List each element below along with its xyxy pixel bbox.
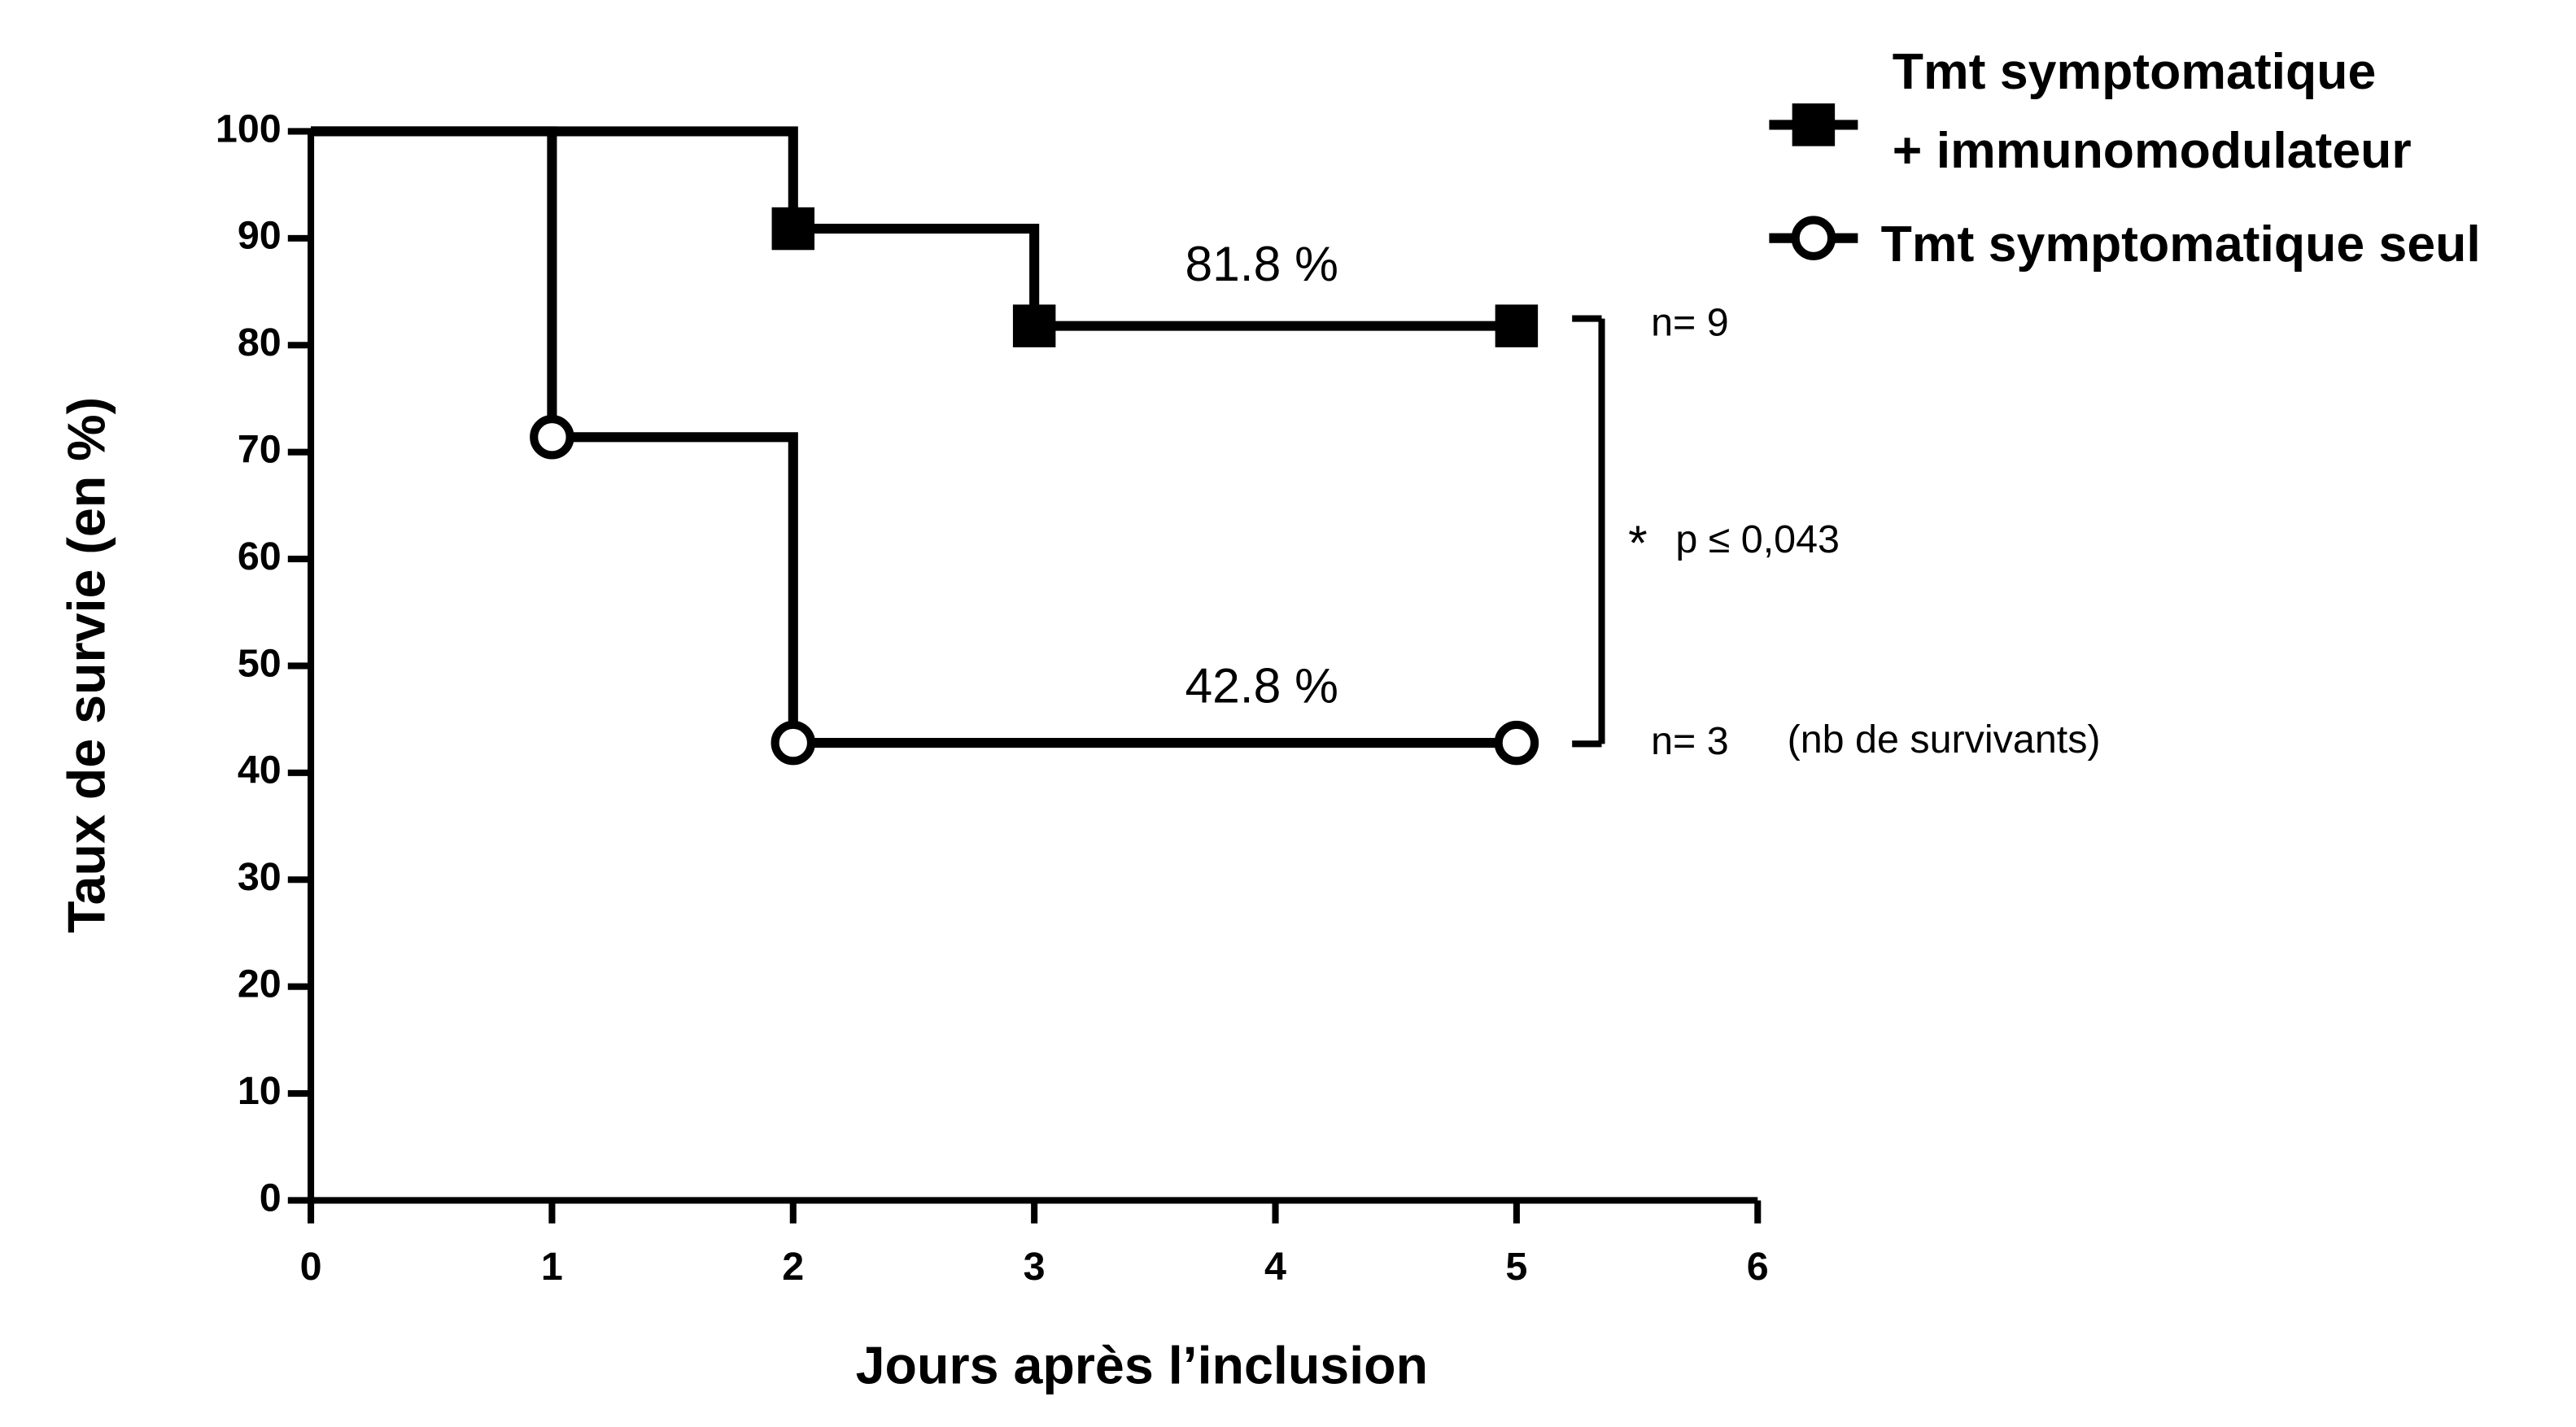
annotation: p ≤ 0,043 — [1675, 517, 1840, 561]
legend-label: Tmt symptomatique seul — [1880, 215, 2481, 273]
data-point — [530, 415, 574, 460]
y-tick-label: 0 — [260, 1176, 282, 1220]
x-tick-label: 4 — [1264, 1245, 1286, 1289]
data-point — [1494, 720, 1539, 766]
y-tick-label: 20 — [238, 962, 282, 1006]
x-axis-label: Jours après l’inclusion — [856, 1336, 1428, 1394]
x-tick-label: 6 — [1747, 1245, 1769, 1289]
significance-bracket — [1572, 315, 1605, 748]
x-tick-label: 2 — [782, 1245, 804, 1289]
y-tick-label: 60 — [238, 535, 282, 578]
annotation: * — [1628, 515, 1648, 570]
annotation: (nb de survivants) — [1788, 718, 2101, 762]
legend-marker — [1792, 103, 1836, 146]
annotation: 42.8 % — [1185, 658, 1338, 714]
step-line — [311, 126, 1517, 748]
annotation: 81.8 % — [1185, 236, 1338, 291]
data-point — [771, 207, 815, 251]
x-tick-label: 0 — [300, 1245, 322, 1289]
y-tick-label: 30 — [238, 855, 282, 899]
x-tick-label: 1 — [541, 1245, 563, 1289]
step-line — [311, 126, 1517, 331]
y-tick-label: 50 — [238, 641, 282, 685]
x-tick-label: 5 — [1505, 1245, 1527, 1289]
x-tick-label: 3 — [1024, 1245, 1046, 1289]
legend-entry: Tmt symptomatique seul — [1880, 215, 2481, 273]
y-tick-label: 10 — [238, 1069, 282, 1113]
y-tick-label: 40 — [238, 748, 282, 792]
y-axis-label: Taux de survie (en %) — [58, 397, 116, 933]
data-point — [771, 720, 816, 766]
annotation: n= 3 — [1651, 719, 1729, 763]
y-tick-label: 70 — [238, 427, 282, 471]
y-tick-label: 80 — [238, 321, 282, 364]
legend-marker — [1791, 216, 1836, 260]
legend-entry: Tmt symptomatique + immunomodulateur — [1892, 42, 2412, 180]
y-tick-label: 90 — [238, 214, 282, 258]
legend-label: Tmt symptomatique + immunomodulateur — [1892, 42, 2412, 180]
data-point — [1012, 304, 1056, 347]
y-tick-label: 100 — [216, 107, 282, 151]
data-point — [1495, 304, 1539, 347]
annotation: n= 9 — [1651, 300, 1729, 344]
